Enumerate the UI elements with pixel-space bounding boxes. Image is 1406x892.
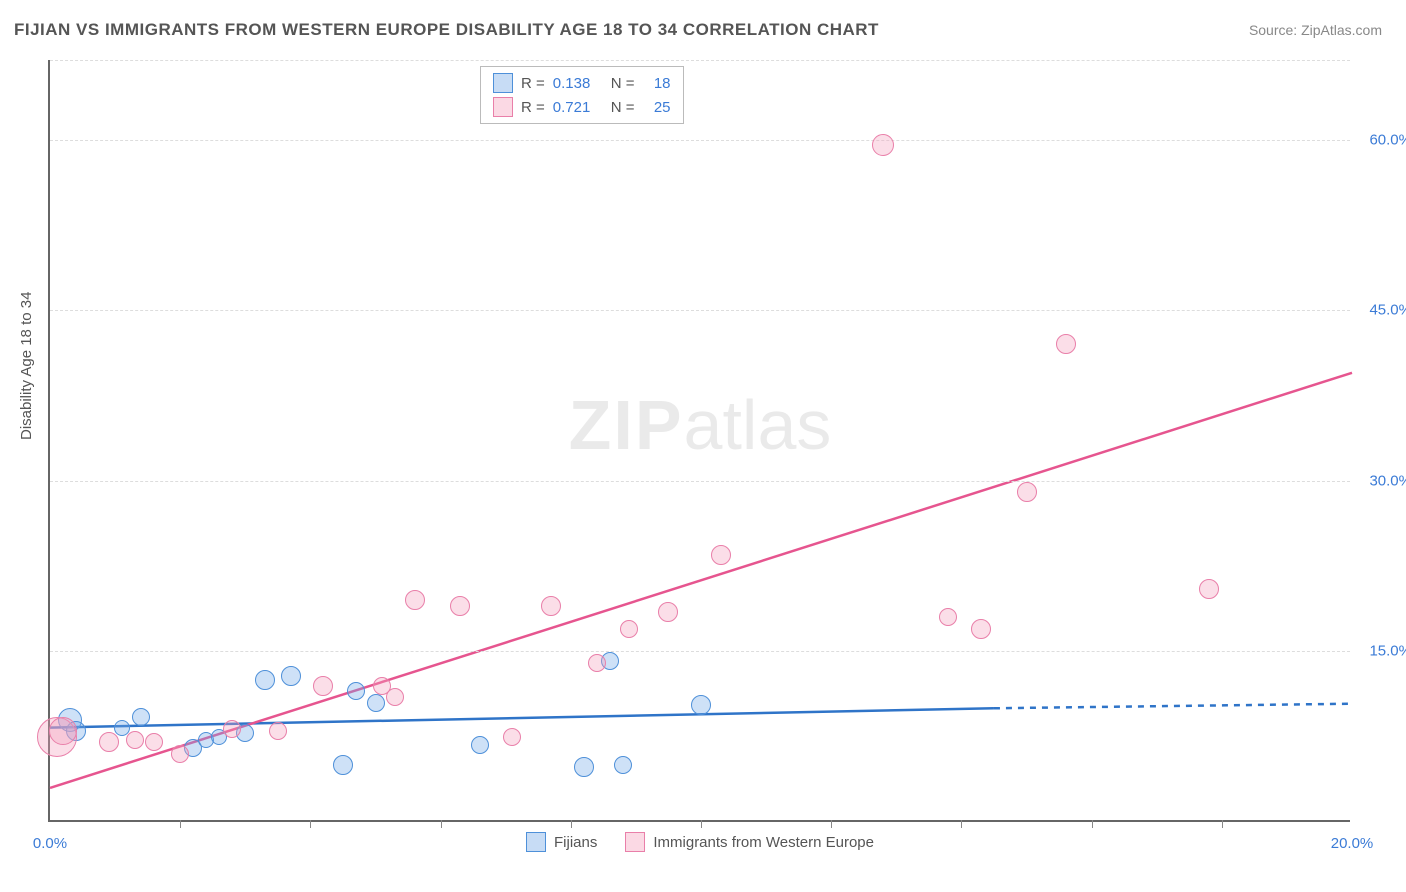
x-tick xyxy=(1222,820,1223,828)
legend-label-immigrants: Immigrants from Western Europe xyxy=(653,834,874,851)
y-tick-label: 45.0% xyxy=(1369,302,1406,319)
data-point-immigrants xyxy=(269,722,287,740)
data-point-immigrants xyxy=(145,733,163,751)
n-label: N = xyxy=(611,75,635,92)
legend-series: Fijians Immigrants from Western Europe xyxy=(526,832,874,852)
r-value: 0.138 xyxy=(553,75,603,92)
data-point-immigrants xyxy=(503,728,521,746)
data-point-fijians xyxy=(691,695,711,715)
data-point-immigrants xyxy=(405,590,425,610)
n-label: N = xyxy=(611,99,635,116)
data-point-immigrants xyxy=(658,602,678,622)
x-tick xyxy=(441,820,442,828)
data-point-immigrants xyxy=(171,745,189,763)
x-tick xyxy=(701,820,702,828)
legend-correlation: R = 0.138 N = 18 R = 0.721 N = 25 xyxy=(480,66,684,124)
swatch-pink xyxy=(493,97,513,117)
data-point-immigrants xyxy=(450,596,470,616)
data-point-immigrants xyxy=(1056,334,1076,354)
data-point-immigrants xyxy=(99,732,119,752)
r-label: R = xyxy=(521,99,545,116)
chart-title: FIJIAN VS IMMIGRANTS FROM WESTERN EUROPE… xyxy=(14,20,879,40)
data-point-fijians xyxy=(255,670,275,690)
data-point-immigrants xyxy=(939,608,957,626)
data-point-immigrants xyxy=(620,620,638,638)
data-point-immigrants xyxy=(1017,482,1037,502)
plot-area: ZIPatlas R =0.138N =18R =0.721N =25 Fiji… xyxy=(48,60,1350,822)
y-tick-label: 30.0% xyxy=(1369,472,1406,489)
legend-row-immigrants: R = 0.721 N = 25 xyxy=(493,95,671,119)
data-point-fijians xyxy=(614,756,632,774)
data-point-immigrants xyxy=(386,688,404,706)
data-point-immigrants xyxy=(313,676,333,696)
x-tick xyxy=(571,820,572,828)
legend-label-fijians: Fijians xyxy=(554,834,597,851)
r-label: R = xyxy=(521,75,545,92)
legend-item-fijians: Fijians xyxy=(526,832,597,852)
x-tick xyxy=(831,820,832,828)
trend-line xyxy=(994,704,1352,709)
grid-line xyxy=(50,481,1350,482)
data-point-immigrants xyxy=(541,596,561,616)
data-point-immigrants xyxy=(223,720,241,738)
x-tick-label: 20.0% xyxy=(1331,835,1374,852)
swatch-pink xyxy=(625,832,645,852)
n-value: 25 xyxy=(643,99,671,116)
legend-row-fijians: R = 0.138 N = 18 xyxy=(493,71,671,95)
data-point-immigrants xyxy=(49,717,77,745)
x-tick xyxy=(310,820,311,828)
legend-item-immigrants: Immigrants from Western Europe xyxy=(625,832,874,852)
swatch-blue xyxy=(493,73,513,93)
data-point-immigrants xyxy=(872,134,894,156)
y-axis-title: Disability Age 18 to 34 xyxy=(18,292,35,440)
data-point-immigrants xyxy=(1199,579,1219,599)
grid-line xyxy=(50,651,1350,652)
trend-line xyxy=(50,708,994,727)
grid-line xyxy=(50,140,1350,141)
data-point-immigrants xyxy=(588,654,606,672)
grid-line xyxy=(50,310,1350,311)
n-value: 18 xyxy=(643,75,671,92)
data-point-fijians xyxy=(333,755,353,775)
data-point-fijians xyxy=(132,708,150,726)
data-point-immigrants xyxy=(711,545,731,565)
data-point-immigrants xyxy=(126,731,144,749)
x-tick-label: 0.0% xyxy=(33,835,67,852)
r-value: 0.721 xyxy=(553,99,603,116)
grid-line xyxy=(50,60,1350,61)
data-point-fijians xyxy=(347,682,365,700)
data-point-immigrants xyxy=(971,619,991,639)
source-label: Source: ZipAtlas.com xyxy=(1249,22,1382,38)
data-point-fijians xyxy=(574,757,594,777)
x-tick xyxy=(1092,820,1093,828)
y-tick-label: 60.0% xyxy=(1369,131,1406,148)
data-point-fijians xyxy=(471,736,489,754)
swatch-blue xyxy=(526,832,546,852)
x-tick xyxy=(180,820,181,828)
y-tick-label: 15.0% xyxy=(1369,643,1406,660)
data-point-fijians xyxy=(281,666,301,686)
x-tick xyxy=(961,820,962,828)
data-point-fijians xyxy=(367,694,385,712)
